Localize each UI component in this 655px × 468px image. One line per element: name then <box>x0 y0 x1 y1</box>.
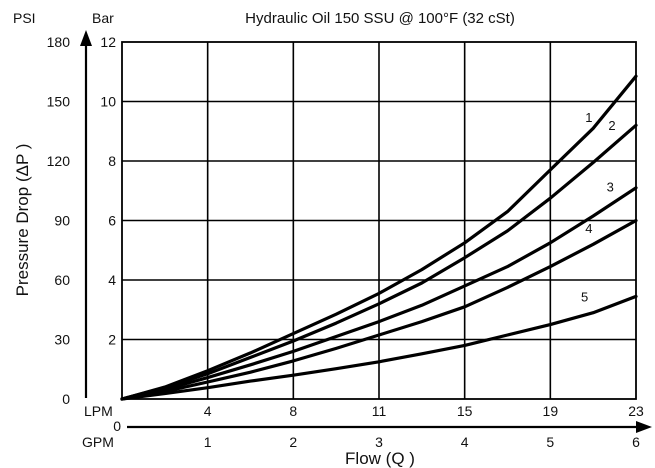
series-line-4 <box>120 218 638 401</box>
y-bar-tick-label: 10 <box>100 94 116 110</box>
x-axis-arrowhead <box>636 421 652 433</box>
series-line-2 <box>120 123 638 401</box>
y-bar-tick-label: 2 <box>108 332 116 348</box>
y-unit-bar: Bar <box>92 10 114 26</box>
grid-lines <box>122 42 636 399</box>
x-unit-gpm: GPM <box>82 434 114 450</box>
y-axis-label: Pressure Drop (ΔP ) <box>13 144 32 297</box>
series-label-4: 4 <box>585 221 592 236</box>
x-unit-lpm: LPM <box>84 403 113 419</box>
x-gpm-ticks: 0 1 2 3 4 5 6 <box>113 418 640 450</box>
x-lpm-tick-label: 15 <box>457 403 473 419</box>
y-psi-tick-label: 150 <box>47 94 71 110</box>
x-lpm-ticks: 4 8 11 15 19 23 <box>204 403 644 419</box>
y-psi-ticks: 180 150 120 90 60 30 0 <box>47 34 71 407</box>
series-line-1 <box>120 74 638 401</box>
series-line-5 <box>120 294 638 401</box>
x-lpm-tick-label: 8 <box>289 403 297 419</box>
series-label-3: 3 <box>607 179 614 194</box>
y-psi-tick-label: 60 <box>54 272 70 288</box>
x-gpm-tick-label: 5 <box>546 434 554 450</box>
x-gpm-tick-label: 2 <box>289 434 297 450</box>
x-axis-label: Flow (Q ) <box>345 449 415 468</box>
x-gpm-tick-label: 4 <box>461 434 469 450</box>
y-bar-tick-label: 8 <box>108 153 116 169</box>
y-psi-tick-label: 90 <box>54 213 70 229</box>
x-gpm-tick-label: 6 <box>632 434 640 450</box>
x-lpm-tick-label: 23 <box>628 403 644 419</box>
y-psi-tick-label: 0 <box>62 391 70 407</box>
y-psi-tick-label: 120 <box>47 153 71 169</box>
y-bar-tick-label: 12 <box>100 34 116 50</box>
chart-title: Hydraulic Oil 150 SSU @ 100°F (32 cSt) <box>245 10 515 27</box>
x-lpm-tick-label: 11 <box>372 403 387 419</box>
y-unit-psi: PSI <box>13 10 36 26</box>
y-bar-ticks: 12 10 8 6 4 2 <box>100 34 116 348</box>
y-axis-arrowhead <box>80 30 92 46</box>
series-line-3 <box>120 186 638 401</box>
series-label-5: 5 <box>581 290 588 305</box>
x-gpm-tick-label: 3 <box>375 434 383 450</box>
series-label-2: 2 <box>608 118 615 133</box>
x-lpm-tick-label: 19 <box>543 403 559 419</box>
x-gpm-tick-label: 0 <box>113 418 121 434</box>
y-bar-tick-label: 4 <box>108 272 116 288</box>
series-label-1: 1 <box>585 110 592 125</box>
x-lpm-tick-label: 4 <box>204 403 212 419</box>
y-bar-tick-label: 6 <box>108 213 116 229</box>
x-gpm-tick-label: 1 <box>204 434 212 450</box>
y-psi-tick-label: 180 <box>47 34 71 50</box>
series-labels: 1 2 3 4 5 <box>581 110 616 305</box>
y-psi-tick-label: 30 <box>54 332 70 348</box>
curves <box>120 74 638 401</box>
